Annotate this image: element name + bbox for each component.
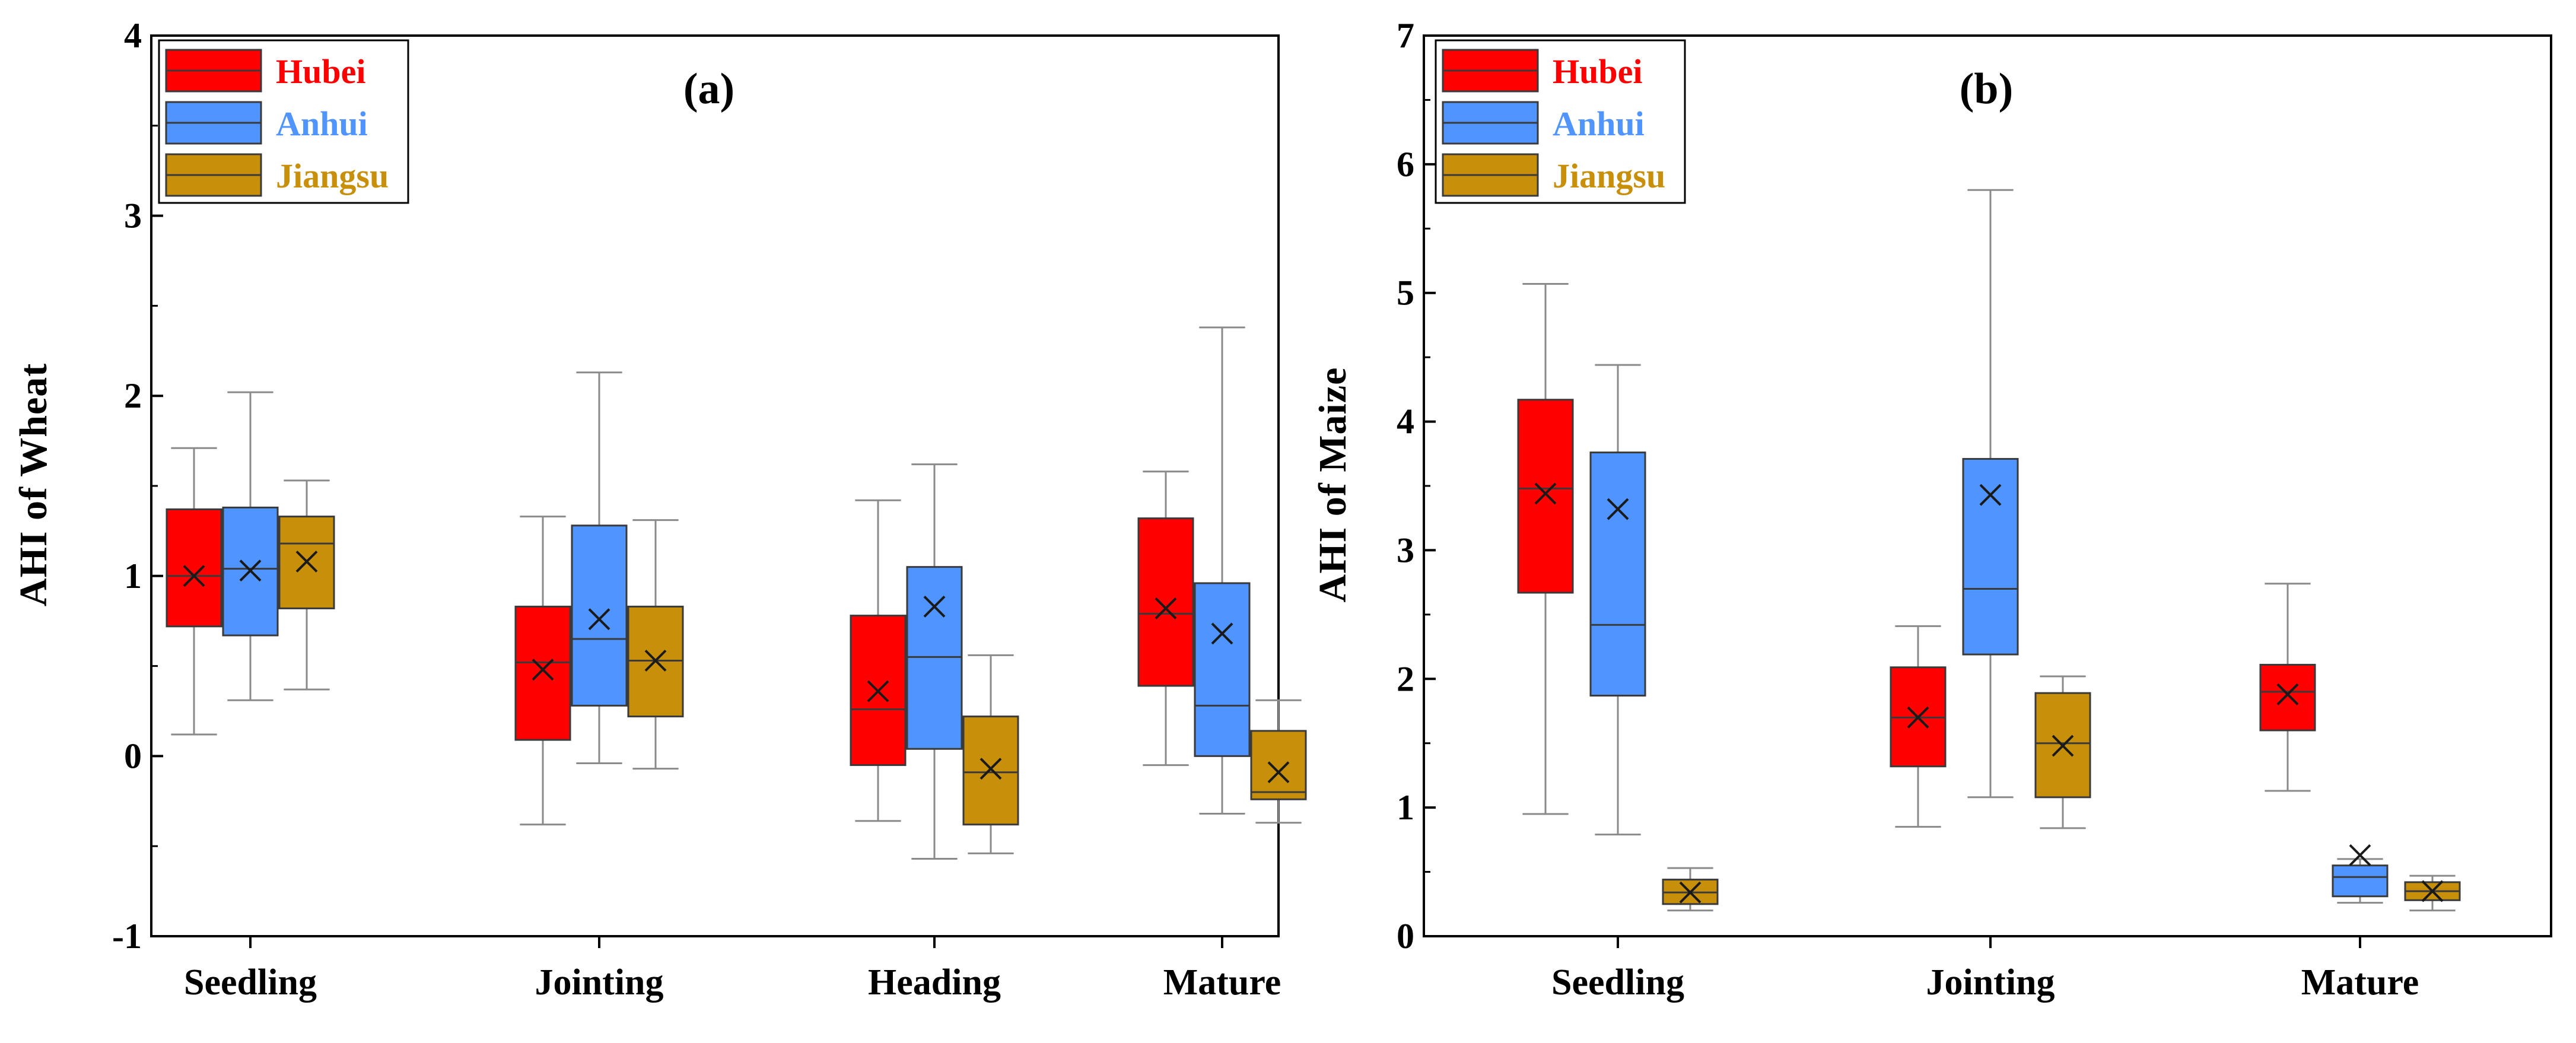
mean-marker xyxy=(2421,880,2444,902)
mean-marker xyxy=(2349,844,2371,866)
iqr-box xyxy=(2259,663,2316,732)
mean-marker xyxy=(1267,761,1290,784)
mean-marker xyxy=(923,595,946,618)
panel-a-box-anhui-seedling xyxy=(222,391,279,701)
mean-marker xyxy=(1979,484,2002,506)
mean-marker xyxy=(644,650,667,672)
iqr-box xyxy=(962,716,1019,826)
panel-a-box-hubei-mature xyxy=(1137,470,1194,767)
panel-b-box-hubei-jointing xyxy=(1890,625,1947,828)
panel-b-plot-area: 0 1 2 3 4 5 6 7 Seedling Jointing Mature Hubei Anhui… xyxy=(1397,16,2552,1003)
panel-b-ytick-label: 6 xyxy=(1397,145,1414,184)
iqr-box xyxy=(278,516,335,609)
panel-a-box-anhui-mature xyxy=(1194,326,1251,815)
panel-b-ytick-label: 1 xyxy=(1397,788,1414,827)
panel-a-ytick-label: 1 xyxy=(124,557,142,596)
panel-b-ytick-label: 2 xyxy=(1397,659,1414,698)
iqr-box xyxy=(514,605,571,741)
panel-a-ylabel: AHI of Wheat xyxy=(12,363,55,606)
mean-marker xyxy=(1155,597,1177,619)
mean-marker xyxy=(1907,706,1929,729)
panel-a-tag: (a) xyxy=(683,65,734,113)
panel-a-legend-label-hubei: Hubei xyxy=(276,52,366,91)
mean-marker xyxy=(1679,881,1702,904)
panel-b-ytick-label: 0 xyxy=(1397,917,1414,956)
panel-b-ytick-label: 7 xyxy=(1397,16,1414,55)
panel-b-box-anhui-mature xyxy=(2332,844,2389,904)
panel-b-box-hubei-mature xyxy=(2259,583,2316,792)
mean-marker xyxy=(2276,683,2299,705)
panel-a-ytick-label: 2 xyxy=(124,376,142,415)
panel-a-wheat: -1 0 1 2 3 4 Seedling Jointing Heading Mature Hube… xyxy=(12,16,1307,1003)
panel-b-box-anhui-seedling xyxy=(1589,364,1646,836)
panel-b-category-label: Seedling xyxy=(1551,962,1684,1003)
mean-marker xyxy=(239,559,262,582)
panel-b-maize: 0 1 2 3 4 5 6 7 Seedling Jointing Mature Hubei Anhui… xyxy=(1311,16,2552,1003)
panel-b-ytick-label: 5 xyxy=(1397,274,1414,313)
mean-marker xyxy=(979,758,1002,780)
panel-b-category-label: Mature xyxy=(2301,962,2419,1003)
iqr-box xyxy=(571,524,628,707)
panel-a-box-jiangsu-jointing xyxy=(627,519,684,770)
panel-a-category-label: Seedling xyxy=(184,962,317,1003)
iqr-box xyxy=(906,566,963,750)
panel-b-legend-label-jiangsu: Jiangsu xyxy=(1553,157,1665,195)
panel-b-box-jiangsu-jointing xyxy=(2034,675,2091,829)
panel-a-category-label: Jointing xyxy=(535,962,663,1003)
panel-a-box-hubei-heading xyxy=(850,499,907,822)
mean-marker xyxy=(1534,482,1557,505)
panel-a-ytick-label: -1 xyxy=(112,917,142,956)
panel-b-legend-label-hubei: Hubei xyxy=(1553,52,1643,91)
iqr-box xyxy=(1137,517,1194,687)
panel-b-legend-label-anhui: Anhui xyxy=(1553,104,1645,143)
panel-b-tag: (b) xyxy=(1960,65,2013,113)
panel-b-box-jiangsu-seedling xyxy=(1662,867,1719,912)
panel-a-ytick-label: 3 xyxy=(124,196,142,236)
mean-marker xyxy=(1607,498,1629,520)
panel-b-category-label: Jointing xyxy=(1926,962,2055,1003)
panel-b-box-hubei-seedling xyxy=(1517,283,1574,815)
panel-a-legend-label-anhui: Anhui xyxy=(276,104,368,143)
mean-marker xyxy=(2052,734,2074,757)
mean-marker xyxy=(183,565,205,587)
iqr-box xyxy=(1589,451,1646,697)
iqr-box xyxy=(2332,864,2389,898)
panel-a-box-anhui-jointing xyxy=(571,371,628,765)
iqr-box xyxy=(1517,399,1574,594)
panel-a-box-jiangsu-mature xyxy=(1250,699,1307,824)
panel-a-ytick-label: 0 xyxy=(124,736,142,775)
mean-marker xyxy=(295,551,318,573)
iqr-box xyxy=(1194,582,1251,757)
mean-marker xyxy=(532,659,554,681)
panel-b-legend: Hubei Anhui Jiangsu xyxy=(1435,39,1686,204)
panel-b-box-jiangsu-mature xyxy=(2404,875,2461,912)
panel-b-box-anhui-jointing xyxy=(1962,189,2019,799)
panel-a-box-jiangsu-heading xyxy=(962,654,1019,854)
panel-a-legend: Hubei Anhui Jiangsu xyxy=(158,39,409,204)
iqr-box xyxy=(1962,457,2019,656)
panel-a-box-jiangsu-seedling xyxy=(278,479,335,691)
panel-a-plot-area: -1 0 1 2 3 4 Seedling Jointing Heading Mature Hube… xyxy=(112,16,1307,1003)
mean-marker xyxy=(867,680,889,702)
panel-a-box-anhui-heading xyxy=(906,463,963,860)
panel-a-box-hubei-jointing xyxy=(514,516,571,826)
panel-b-ytick-label: 3 xyxy=(1397,530,1414,570)
panel-a-category-label: Heading xyxy=(868,962,1001,1003)
panel-a-legend-label-jiangsu: Jiangsu xyxy=(276,157,389,195)
panel-b-ytick-label: 4 xyxy=(1397,402,1414,441)
panel-a-ytick-label: 4 xyxy=(124,16,142,55)
iqr-box xyxy=(166,508,222,628)
mean-marker xyxy=(588,608,610,631)
panel-b-ylabel: AHI of Maize xyxy=(1311,367,1354,603)
panel-a-category-label: Mature xyxy=(1163,962,1281,1003)
iqr-box xyxy=(1250,730,1307,800)
panel-a-box-hubei-seedling xyxy=(166,447,222,736)
mean-marker xyxy=(1211,622,1233,645)
